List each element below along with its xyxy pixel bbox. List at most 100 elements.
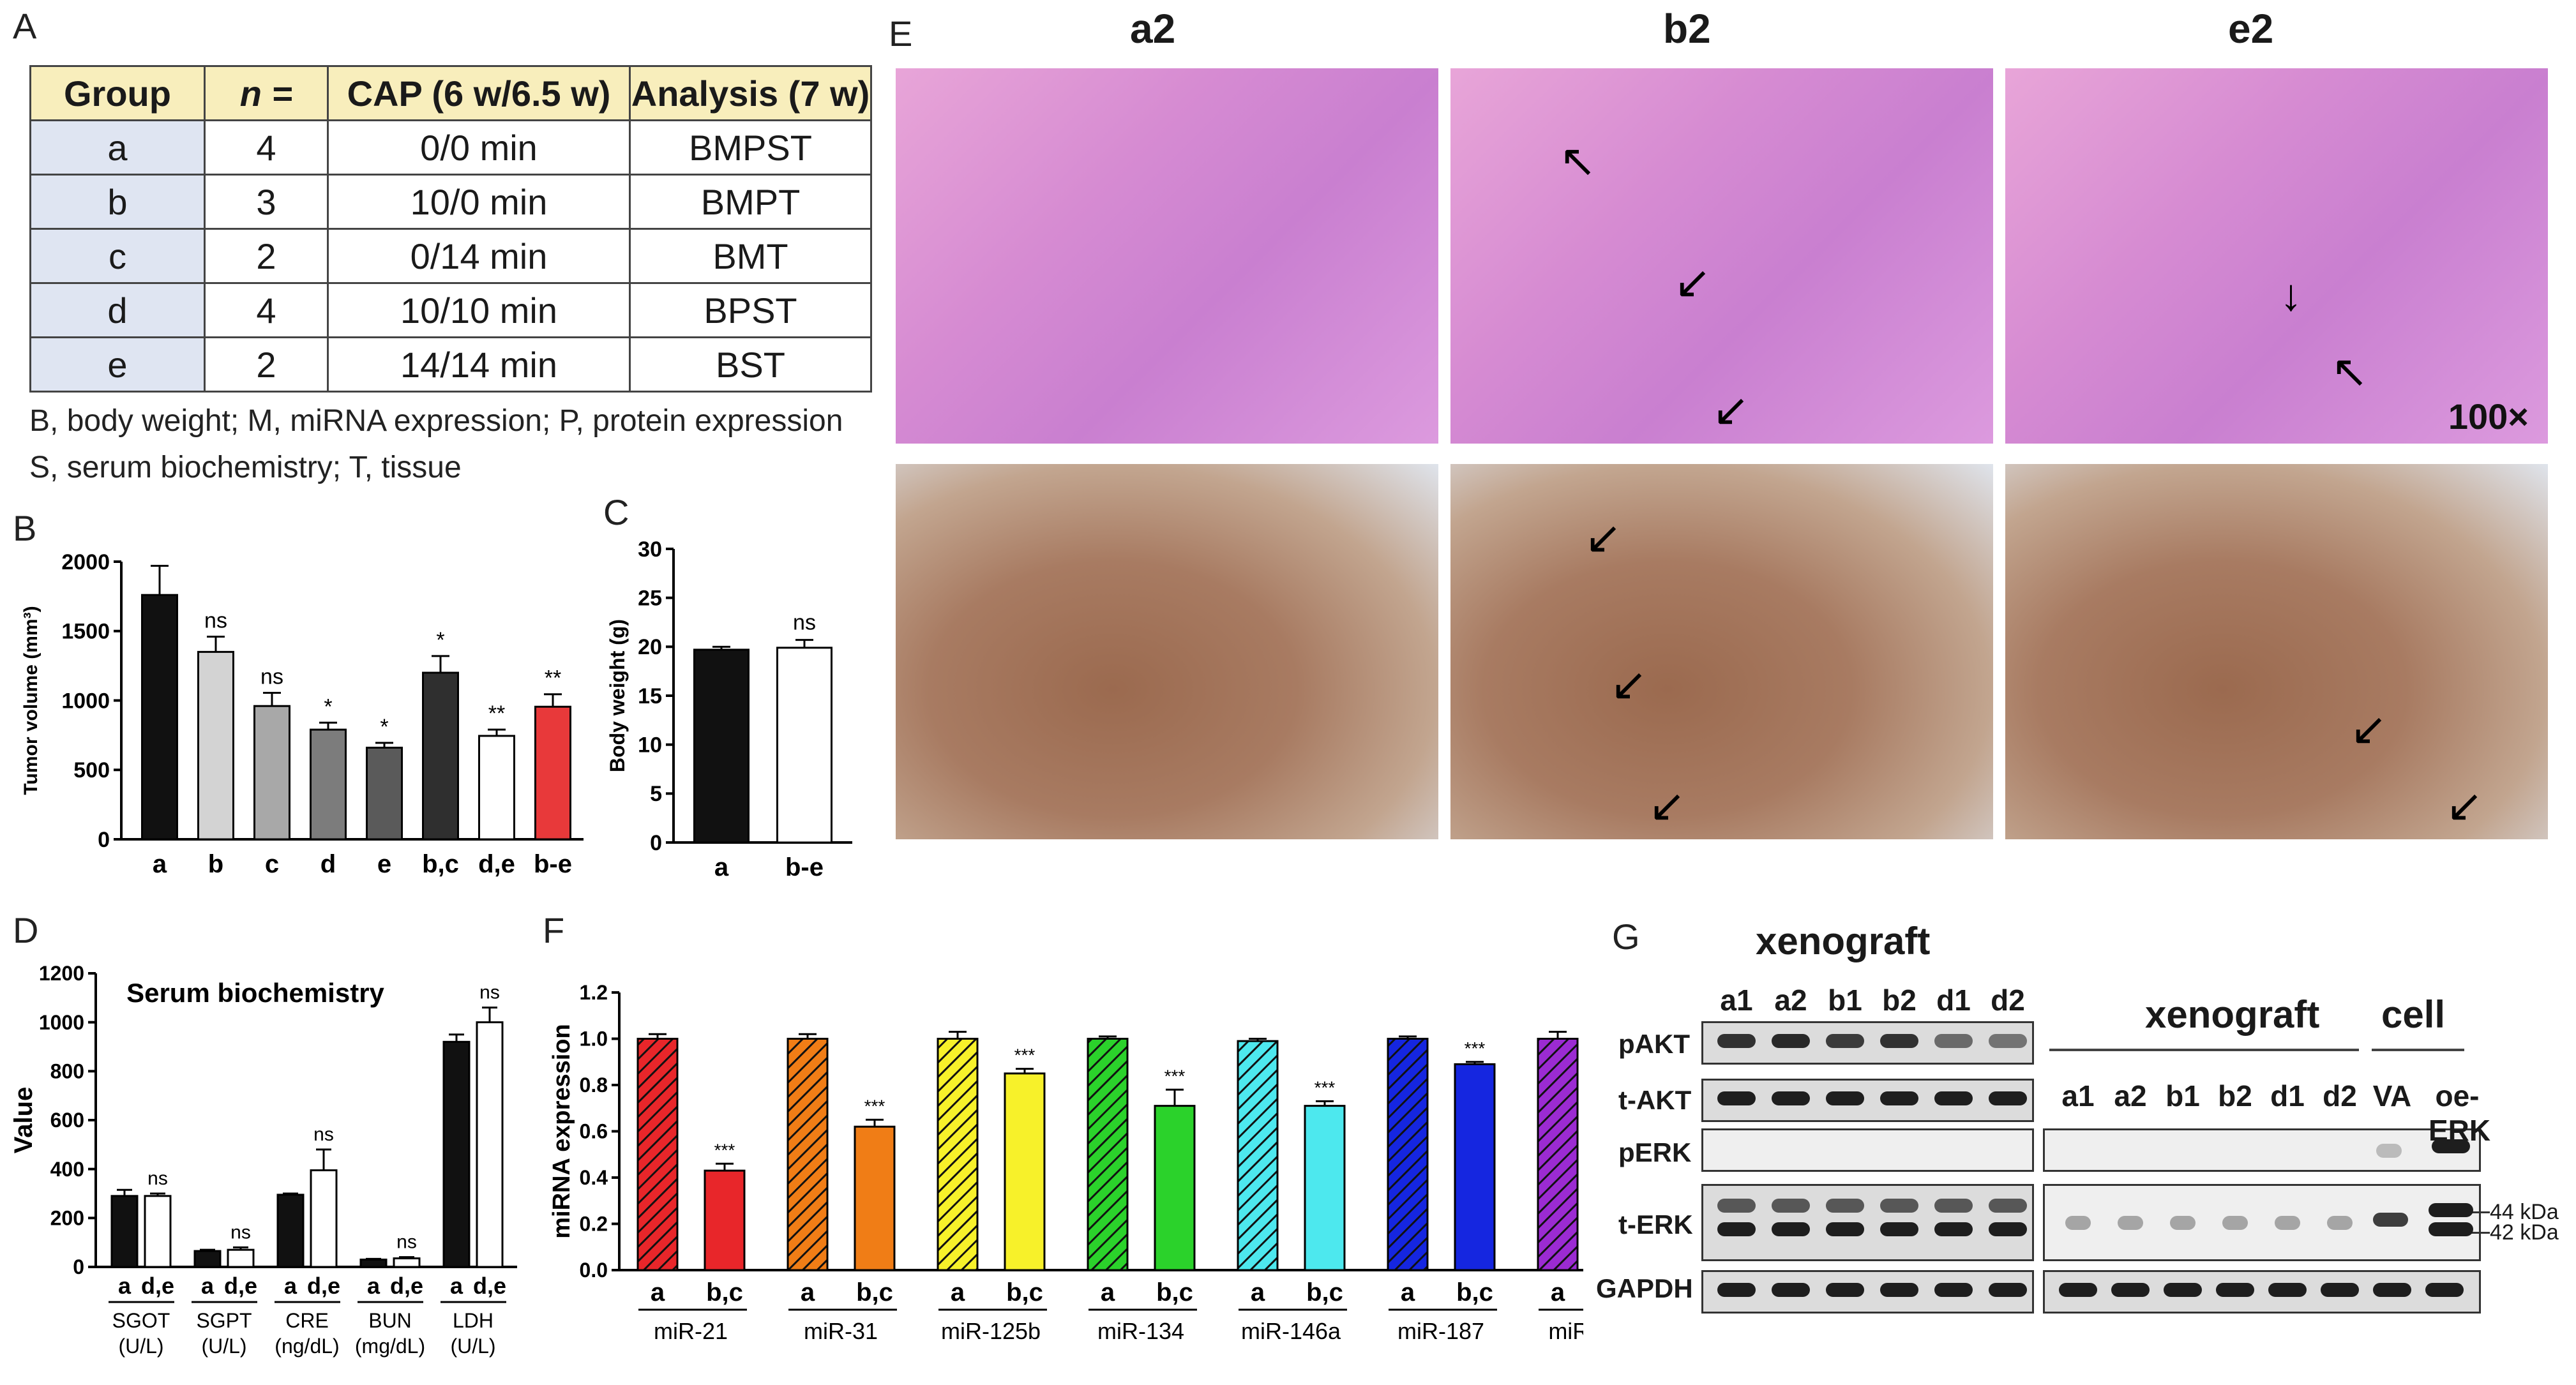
- bar: [1304, 1105, 1346, 1271]
- band: [2373, 1213, 2408, 1227]
- band: [1772, 1091, 1810, 1105]
- band: [2275, 1216, 2300, 1230]
- x-tick-label: a: [714, 853, 729, 881]
- row-label: t-AKT: [1618, 1085, 1692, 1115]
- band: [1772, 1283, 1810, 1297]
- y-tick-label: 5: [650, 782, 662, 806]
- group-label: LDH: [453, 1309, 493, 1332]
- band: [1826, 1091, 1864, 1105]
- significance-label: ns: [147, 1168, 168, 1189]
- band: [1934, 1283, 1973, 1297]
- band: [1934, 1222, 1973, 1236]
- significance-label: ***: [714, 1140, 735, 1160]
- band: [1717, 1091, 1756, 1105]
- band: [2429, 1203, 2473, 1217]
- bar: [476, 1021, 504, 1268]
- blot-terk-left: [1701, 1184, 2034, 1261]
- lane-label: d1: [2270, 1079, 2305, 1112]
- significance-label: ns: [230, 1222, 251, 1243]
- kda-label: 42 kDa: [2490, 1220, 2559, 1245]
- x-tick-label: b-e: [534, 850, 572, 878]
- y-tick-label: 0: [98, 828, 110, 852]
- significance-label: *: [324, 694, 332, 719]
- lane-label: a2: [1774, 984, 1807, 1017]
- x-tick-label: d,e: [473, 1273, 506, 1299]
- x-tick-label: b,c: [1156, 1278, 1193, 1306]
- bar: [197, 650, 234, 841]
- table-cell: 4: [204, 119, 329, 176]
- y-tick-label: 1000: [39, 1011, 84, 1034]
- x-tick-label: a: [284, 1273, 298, 1299]
- lane-label: oe-ERK: [2429, 1079, 2491, 1147]
- x-tick-label: d,e: [390, 1273, 423, 1299]
- kda-label: 44 kDa: [2490, 1200, 2559, 1224]
- y-axis-label: miRNA expression: [548, 1024, 575, 1238]
- group-title: xenograft: [1756, 920, 1931, 962]
- significance-label: ns: [204, 608, 227, 633]
- group-label: CRE: [285, 1309, 329, 1332]
- band: [1989, 1199, 2027, 1213]
- chart-d: 0 200 400 600 800 1000 1200 Serum biochemistry a…: [10, 962, 517, 1358]
- chart-c: 0 5 10 15 20 25 30 a ns b-e Body weight (g): [606, 537, 852, 881]
- table-header: n =: [204, 65, 329, 121]
- lane-label: a2: [2114, 1079, 2147, 1112]
- panel-label-a: A: [13, 6, 37, 46]
- x-tick-label: a: [1101, 1278, 1115, 1306]
- he-image-b2: ↖ ↙ ↙: [1450, 68, 1993, 444]
- band: [1880, 1091, 1918, 1105]
- group-title: cell: [2381, 993, 2446, 1036]
- table-cell: 2: [204, 336, 329, 393]
- table-header-row: Group n = CAP (6 w/6.5 w) Analysis (7 w): [29, 65, 872, 121]
- y-tick-label: 0: [650, 831, 662, 855]
- blot-gapdh-right: [2043, 1270, 2481, 1314]
- band: [2321, 1283, 2359, 1297]
- significance-label: ***: [864, 1096, 885, 1116]
- x-tick-label: b,c: [856, 1278, 893, 1306]
- y-tick-label: 0.6: [580, 1120, 608, 1143]
- x-tick-label: b,c: [1456, 1278, 1493, 1306]
- bar: [253, 705, 290, 841]
- column-title: a2: [1130, 6, 1176, 52]
- bar: [110, 1195, 139, 1268]
- lane-label: b1: [2165, 1079, 2200, 1112]
- y-tick-label: 0.0: [580, 1259, 608, 1282]
- table-cell: 0/14 min: [327, 228, 631, 284]
- bar: [854, 1125, 896, 1271]
- band: [1934, 1091, 1973, 1105]
- group-label: miR-187: [1397, 1318, 1484, 1344]
- group-label: miR-146a: [1241, 1318, 1341, 1344]
- bar: [704, 1169, 746, 1271]
- x-tick-label: a: [1551, 1278, 1565, 1306]
- x-tick-label: a: [118, 1273, 132, 1299]
- x-tick-label: c: [265, 850, 279, 878]
- band: [1880, 1199, 1918, 1213]
- y-tick-label: 0.4: [580, 1166, 608, 1189]
- arrow-icon: ↓: [2280, 270, 2302, 320]
- band: [2170, 1216, 2196, 1230]
- significance-label: ns: [260, 665, 283, 689]
- group-label: miR-125b: [941, 1318, 1041, 1344]
- band: [1989, 1283, 2027, 1297]
- table-note: B, body weight; M, miRNA expression; P, …: [29, 404, 843, 438]
- table-cell: c: [29, 228, 206, 284]
- table-cell: 2: [204, 228, 329, 284]
- x-tick-label: a: [801, 1278, 815, 1306]
- bar: [534, 705, 571, 841]
- x-tick-label: a: [367, 1273, 380, 1299]
- kda-line: [2464, 1211, 2490, 1213]
- x-tick-label: a: [1401, 1278, 1415, 1306]
- group-label: BUN: [368, 1309, 412, 1332]
- y-tick-label: 200: [50, 1207, 84, 1230]
- table-cell: BPST: [629, 282, 872, 338]
- y-tick-label: 0: [73, 1255, 84, 1278]
- blot-perk-left: [1701, 1128, 2034, 1172]
- table-row: c 2 0/14 min BMT: [29, 228, 872, 284]
- y-tick-label: 20: [638, 635, 662, 659]
- group-unit: (U/L): [118, 1335, 163, 1358]
- arrow-icon: ↙: [1712, 385, 1750, 435]
- x-tick-label: a: [153, 850, 167, 878]
- significance-label: ns: [396, 1232, 417, 1253]
- table-note: S, serum biochemistry; T, tissue: [29, 451, 462, 484]
- band: [1826, 1034, 1864, 1048]
- ihc-image-a2: [896, 464, 1438, 839]
